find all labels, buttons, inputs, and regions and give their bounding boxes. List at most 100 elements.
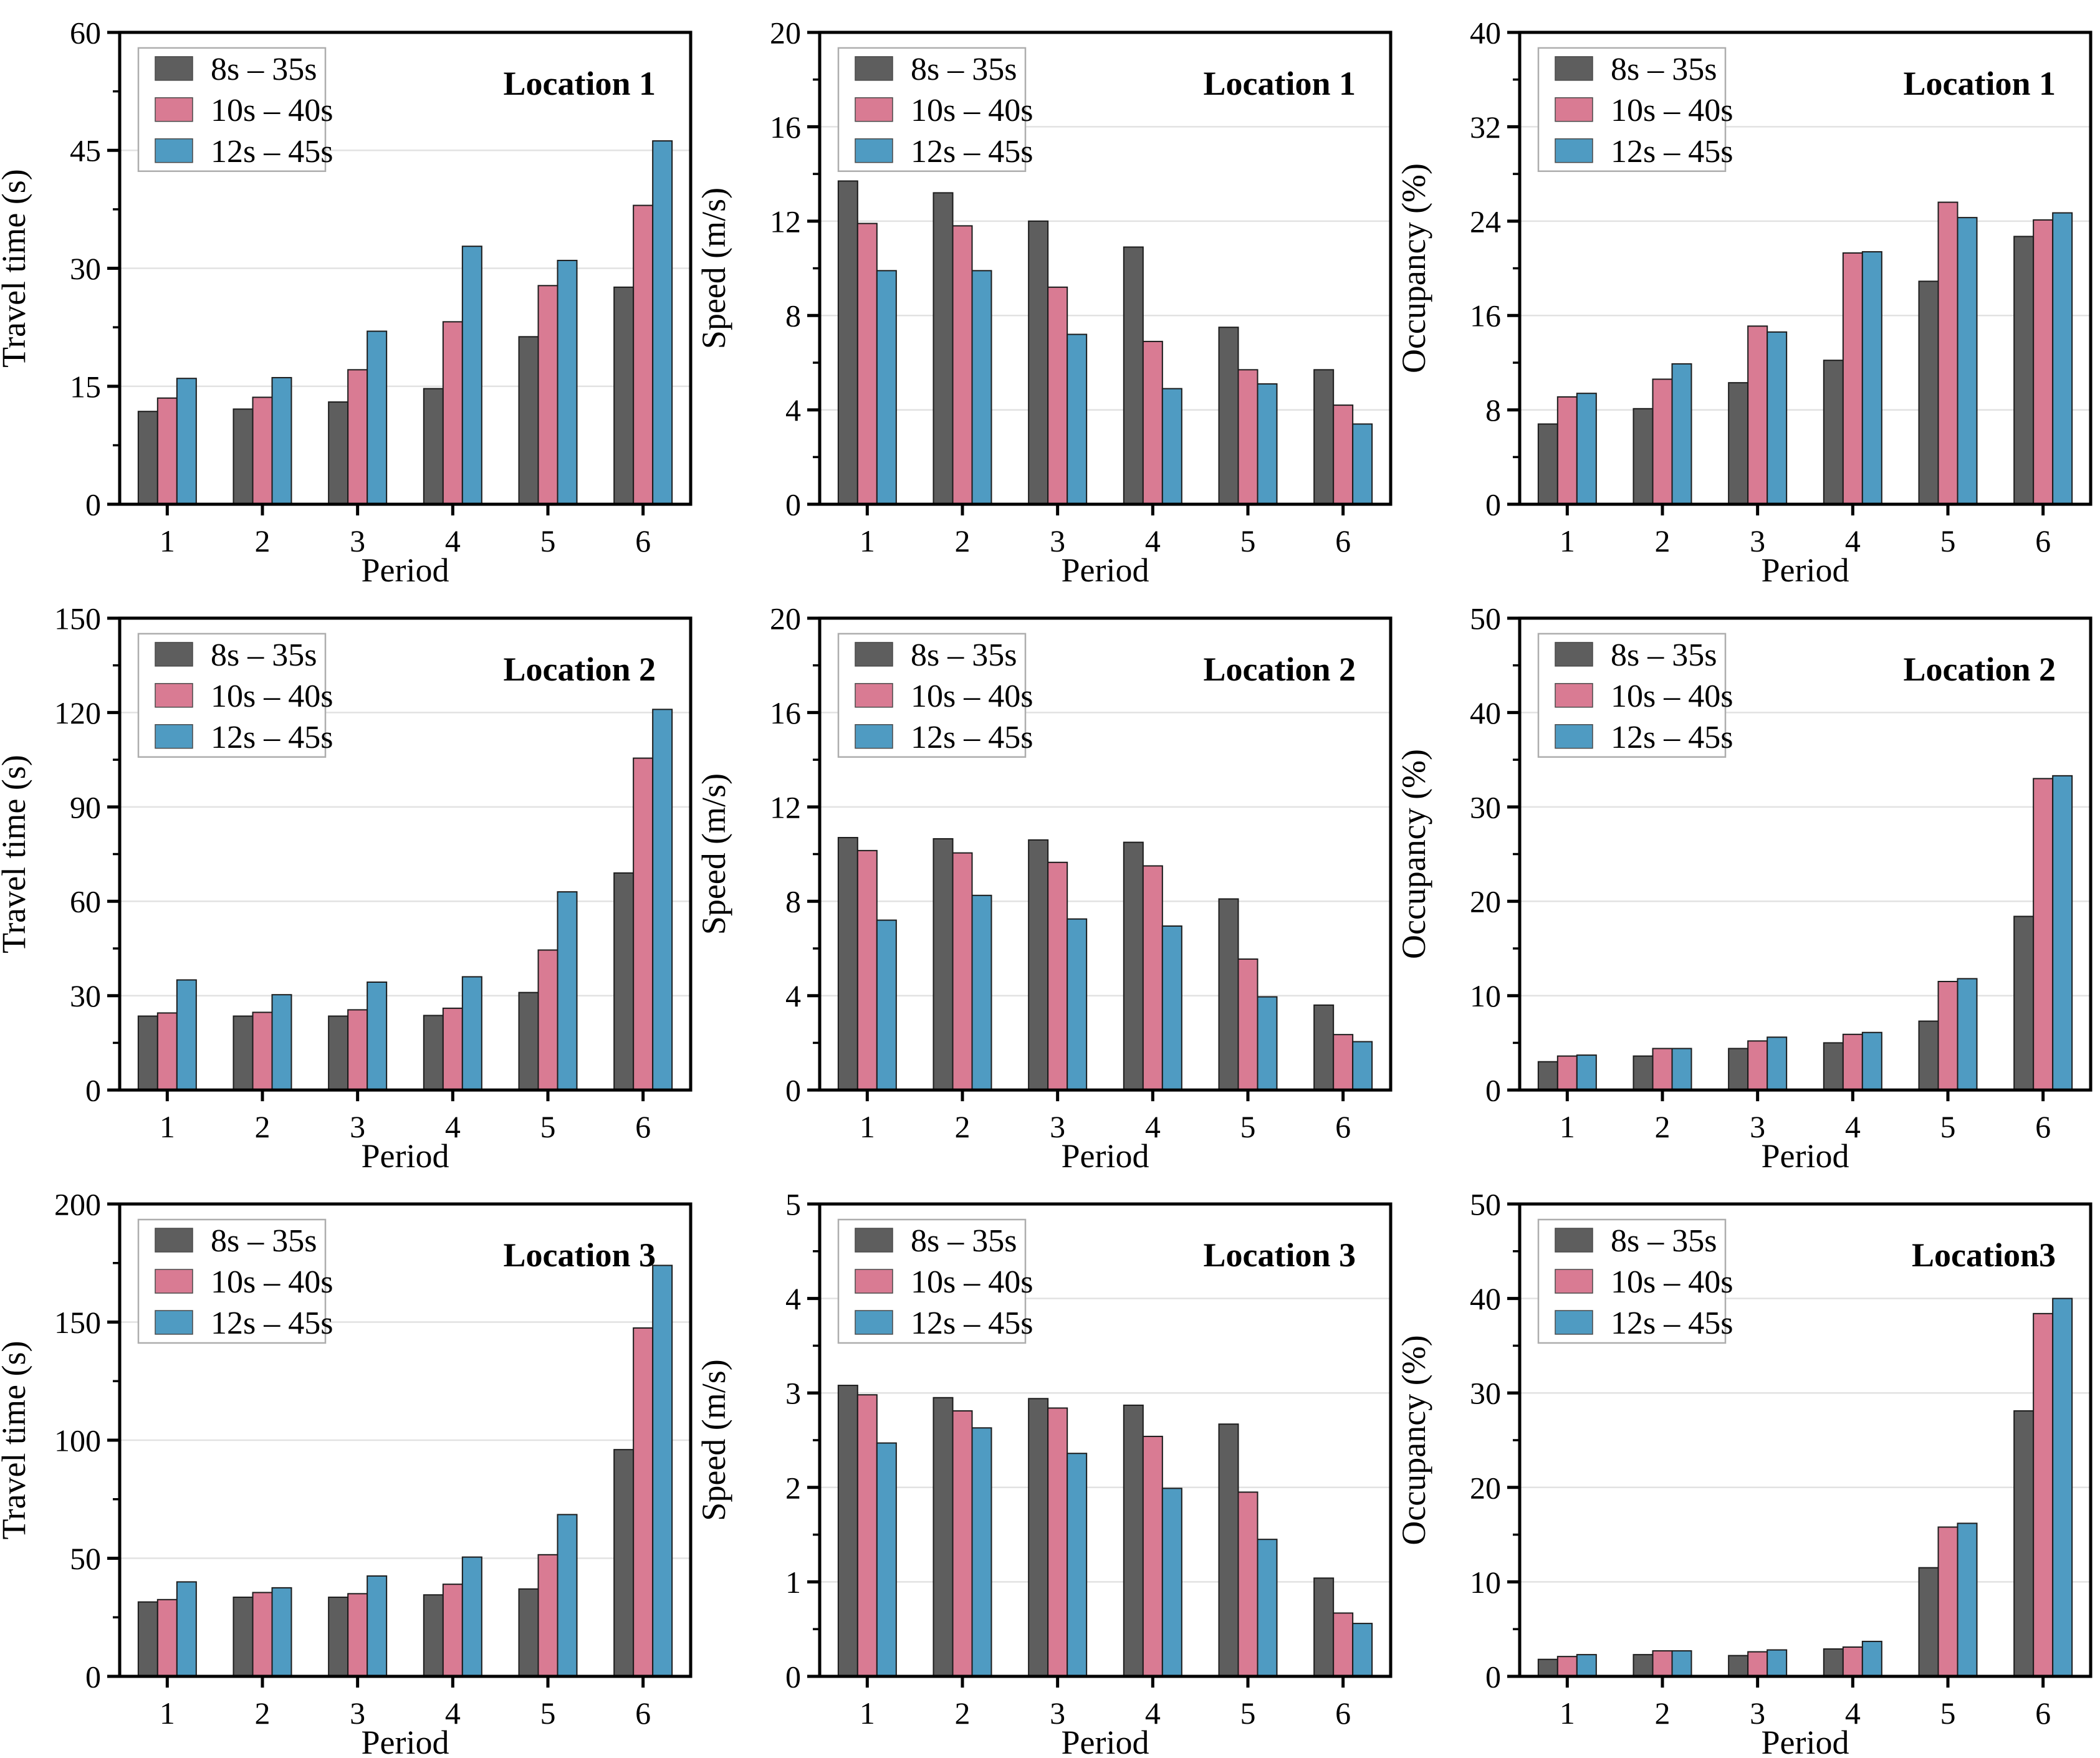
bar [1161, 925, 1182, 1091]
legend-label: 12s – 45s [911, 134, 1033, 170]
bar [176, 979, 197, 1091]
x-axis-label: Period [362, 552, 449, 586]
legend: 8s – 35s 10s – 40s 12s – 45s [837, 47, 1033, 172]
bar [252, 1011, 273, 1091]
y-axis-tick-label: 20 [770, 15, 801, 50]
bar [613, 1449, 635, 1677]
bar [933, 838, 954, 1091]
y-axis-label: Speed (m/s) [700, 188, 732, 349]
x-axis-label: Period [1762, 1724, 1849, 1758]
bar [176, 378, 197, 505]
bar [1937, 201, 1959, 505]
chart-occupancy-location-1: 0 8 16 24 32 40 1 2 3 4 5 6 Period Occupancy (%) Locat… [1400, 0, 2100, 586]
bar [461, 246, 482, 505]
bar [137, 1601, 158, 1677]
bar [1861, 1640, 1882, 1678]
chart-svg: 0 8 16 24 32 40 1 2 3 4 5 6 Period Occupancy (%) Locat… [1400, 15, 2093, 586]
bar [1556, 396, 1578, 505]
bar [633, 1327, 654, 1678]
bar [1047, 286, 1068, 505]
bar [1937, 980, 1959, 1091]
bar [952, 852, 973, 1091]
chart-svg: 0 10 20 30 40 50 1 2 3 4 5 6 Period Occupancy (%) Loca… [1400, 1187, 2093, 1758]
x-axis-tick-label: 2 [255, 523, 271, 558]
legend-label: 12s – 45s [911, 1306, 1033, 1341]
bar [1333, 1034, 1354, 1091]
x-axis-tick-label: 1 [1560, 1696, 1575, 1731]
x-axis-tick-label: 4 [1145, 1696, 1161, 1731]
x-axis-tick-label: 2 [955, 1696, 971, 1731]
bar [1047, 1407, 1068, 1677]
y-axis-tick-label: 5 [785, 1187, 801, 1222]
bar [1937, 1526, 1959, 1677]
legend: 8s – 35s 10s – 40s 12s – 45s [1537, 1218, 1733, 1344]
chart-svg: 0 30 60 90 120 150 1 2 3 4 5 6 Period Travel time (s)… [0, 601, 693, 1172]
legend-swatch [155, 56, 193, 81]
bar [442, 1584, 463, 1677]
bar [856, 222, 878, 505]
legend-swatch [155, 1269, 193, 1294]
y-axis-tick-label: 12 [770, 204, 801, 239]
chart-svg: 0 1 2 3 4 5 1 2 3 4 5 6 Period Speed (m/s) Location 3 8… [700, 1187, 1393, 1758]
y-axis-tick-label: 0 [85, 1073, 101, 1108]
legend: 8s – 35s 10s – 40s 12s – 45s [1537, 633, 1733, 758]
bar [933, 192, 954, 505]
y-axis-tick-label: 8 [785, 884, 801, 919]
bar [1842, 1646, 1863, 1678]
y-axis-tick-label: 0 [85, 1660, 101, 1694]
bar [137, 411, 158, 505]
x-axis-tick-label: 2 [255, 1109, 271, 1144]
bar [837, 180, 858, 505]
bar [971, 1427, 992, 1677]
legend-swatch [855, 724, 893, 749]
x-axis-tick-label: 1 [860, 523, 875, 558]
legend-label: 12s – 45s [1611, 1306, 1733, 1341]
bar [1537, 1658, 1558, 1677]
y-axis-tick-label: 45 [70, 133, 101, 168]
bar [2033, 1312, 2054, 1677]
panel-title: Location 1 [503, 65, 656, 102]
bar [1123, 1404, 1144, 1677]
bar [1767, 1036, 1788, 1091]
bar [1652, 1650, 1673, 1677]
bar [1728, 382, 1749, 505]
x-axis-label: Period [1062, 1137, 1149, 1172]
legend-label: 8s – 35s [911, 638, 1017, 673]
y-axis-label: Occupancy (%) [1400, 749, 1432, 959]
y-axis-tick-label: 60 [70, 884, 101, 919]
bar [2052, 1297, 2073, 1678]
bar [1633, 1055, 1654, 1091]
bar [537, 949, 559, 1091]
legend-swatch [155, 724, 193, 749]
x-axis-tick-label: 2 [1655, 523, 1671, 558]
axis-frame [818, 616, 1393, 1092]
bar [461, 976, 482, 1091]
bar [1313, 369, 1335, 505]
panel-title: Location 2 [1903, 651, 2056, 688]
axis-frame [1518, 616, 2093, 1092]
legend-label: 10s – 40s [1611, 93, 1733, 128]
bar [537, 285, 559, 505]
legend-label: 10s – 40s [911, 679, 1033, 714]
bar [1067, 1453, 1088, 1677]
bar [1333, 404, 1354, 505]
bar [271, 994, 292, 1091]
bar [1576, 393, 1597, 505]
bar [1352, 423, 1373, 505]
x-axis-tick-label: 3 [1750, 1109, 1765, 1144]
bar [347, 1009, 368, 1091]
x-axis-tick-label: 1 [860, 1696, 875, 1731]
bar [1257, 1539, 1278, 1677]
bar [1218, 898, 1239, 1091]
legend-swatch [855, 642, 893, 667]
bar [2013, 1410, 2035, 1677]
y-axis-tick-label: 1 [785, 1565, 801, 1600]
bar [1861, 251, 1882, 505]
y-axis-tick-label: 4 [785, 978, 801, 1013]
legend-swatch [855, 1269, 893, 1294]
y-axis-tick-label: 0 [785, 1073, 801, 1108]
bar [1842, 1033, 1863, 1091]
x-axis-tick-label: 4 [445, 1696, 461, 1731]
y-axis-tick-label: 0 [1485, 1073, 1501, 1108]
